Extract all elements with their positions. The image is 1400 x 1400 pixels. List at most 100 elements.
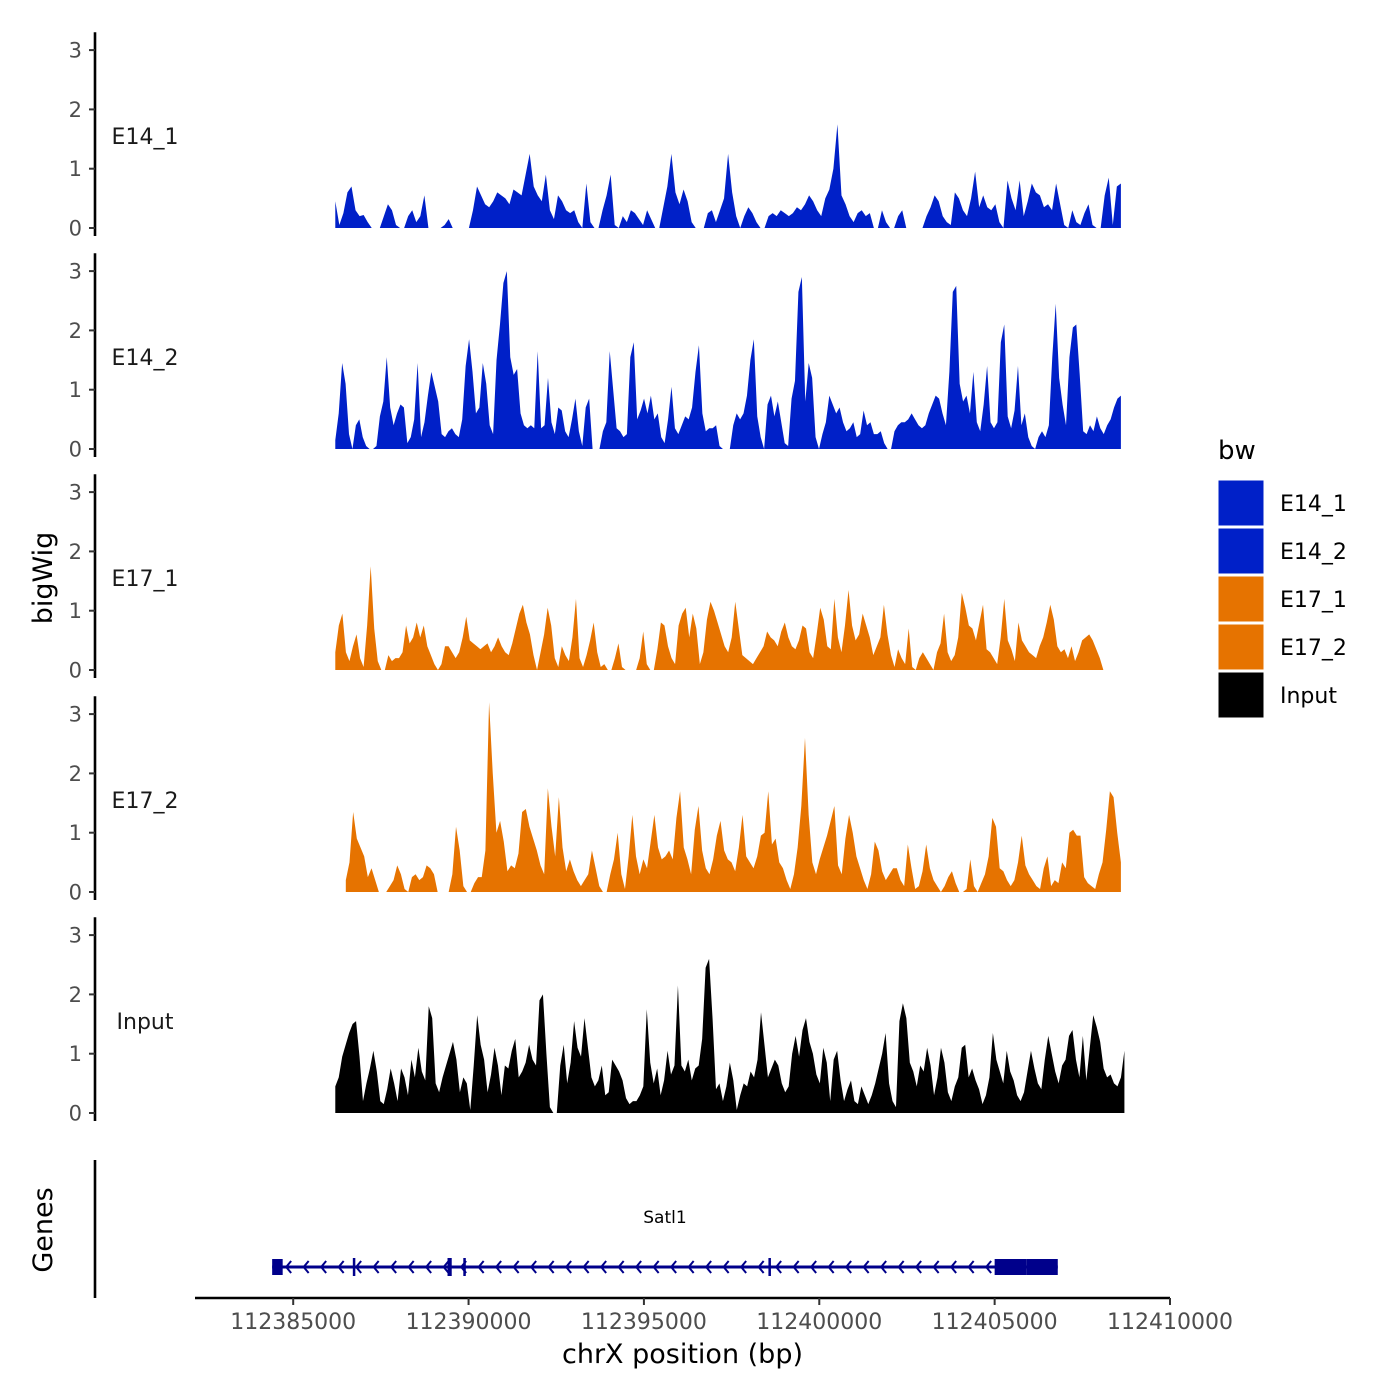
- track-label-input: Input: [117, 1010, 174, 1035]
- strand-arrow: [757, 1260, 765, 1274]
- track-label-e14-1: E14_1: [112, 125, 179, 150]
- x-axis: 112385000 112390000 112395000 112400000 1124…: [195, 1296, 1233, 1335]
- track-label-e14-2: E14_2: [112, 346, 179, 371]
- strand-arrow: [337, 1260, 345, 1274]
- y-tick-label-input: 3: [69, 924, 82, 948]
- area-e17-2: [345, 702, 1121, 892]
- strand-arrow: [862, 1260, 870, 1274]
- track-label-e17-2: E17_2: [112, 789, 179, 814]
- y-tick-label-e17-2: 1: [69, 821, 82, 845]
- exon-5: [994, 1259, 1027, 1275]
- legend-swatch-e14-1: [1217, 479, 1265, 527]
- legend-title: bw: [1218, 436, 1256, 466]
- strand-arrow: [897, 1260, 905, 1274]
- strand-arrow: [844, 1260, 852, 1274]
- strand-arrow: [319, 1260, 327, 1274]
- strand-arrow: [722, 1260, 730, 1274]
- strand-arrow: [582, 1260, 590, 1274]
- x-tick-label: 112410000: [1107, 1310, 1233, 1335]
- track-e17-2: 0 1 2 3 E17_2: [69, 696, 1121, 905]
- y-tick-label-e17-1: 1: [69, 599, 82, 623]
- strand-arrow: [809, 1260, 817, 1274]
- strand-arrow: [372, 1260, 380, 1274]
- strand-arrow: [827, 1260, 835, 1274]
- strand-arrow: [354, 1260, 362, 1274]
- strand-arrow: [967, 1260, 975, 1274]
- y-tick-label-e14-2: 1: [69, 378, 82, 402]
- y-tick-label-input: 2: [69, 983, 82, 1007]
- area-e17-1: [335, 566, 1104, 670]
- strand-arrow: [529, 1260, 537, 1274]
- exon-1: [352, 1258, 356, 1276]
- area-e14-1: [335, 124, 1121, 228]
- y-tick-label-e14-1: 1: [69, 157, 82, 181]
- x-tick-label: 112395000: [581, 1310, 707, 1335]
- y-axis-title: bigWig: [28, 532, 59, 625]
- strand-arrow: [599, 1260, 607, 1274]
- x-tick-label: 112385000: [230, 1310, 356, 1335]
- exon-2: [447, 1258, 452, 1276]
- legend: bw E14_1 E14_2 E17_1 E17_2 Input: [1217, 436, 1347, 719]
- exon-3: [463, 1258, 466, 1276]
- strand-arrow: [302, 1260, 310, 1274]
- strand-arrow: [792, 1260, 800, 1274]
- legend-swatch-e17-2: [1217, 623, 1265, 671]
- legend-swatch-e14-2: [1217, 527, 1265, 575]
- strand-arrow: [949, 1260, 957, 1274]
- area-input: [335, 958, 1125, 1113]
- strand-arrow: [932, 1260, 940, 1274]
- y-tick-label-e14-2: 0: [69, 438, 82, 462]
- genes-axis-title: Genes: [28, 1187, 59, 1272]
- y-tick-label-input: 0: [69, 1102, 82, 1126]
- strand-arrow: [617, 1260, 625, 1274]
- strand-arrow: [547, 1260, 555, 1274]
- legend-swatch-e17-1: [1217, 575, 1265, 623]
- y-tick-label-e14-1: 3: [69, 39, 82, 63]
- strand-arrow: [669, 1260, 677, 1274]
- legend-label-e14-2: E14_2: [1280, 540, 1347, 565]
- legend-label-e14-1: E14_1: [1280, 492, 1347, 517]
- track-input: 0 1 2 3 Input: [69, 917, 1125, 1126]
- y-tick-label-e14-2: 3: [69, 260, 82, 284]
- bigwig-tracks: 0 1 2 3 E14_1 0 1 2 3 E14_2 0 1 2 3 E17_1 0 1 2 3 E17_2 0 1 2 3…: [69, 32, 1125, 1126]
- strand-arrow: [389, 1260, 397, 1274]
- strand-arrow: [984, 1260, 992, 1274]
- y-tick-label-e17-2: 0: [69, 881, 82, 905]
- y-tick-label-e17-1: 0: [69, 659, 82, 683]
- strand-arrow: [477, 1260, 485, 1274]
- strand-arrow: [774, 1260, 782, 1274]
- strand-arrow: [879, 1260, 887, 1274]
- strand-arrow: [914, 1260, 922, 1274]
- track-label-e17-1: E17_1: [112, 567, 179, 592]
- strand-arrow: [564, 1260, 572, 1274]
- x-tick-label: 112390000: [406, 1310, 532, 1335]
- area-e14-2: [335, 271, 1121, 449]
- x-tick-label: 112400000: [756, 1310, 882, 1335]
- strand-arrow: [652, 1260, 660, 1274]
- exon-4: [768, 1258, 771, 1276]
- legend-label-e17-1: E17_1: [1280, 588, 1347, 613]
- strand-arrow: [687, 1260, 695, 1274]
- x-axis-title: chrX position (bp): [562, 1339, 803, 1370]
- gene-track: Satl1: [93, 1160, 1058, 1298]
- legend-label-e17-2: E17_2: [1280, 636, 1347, 661]
- gene-name-label: Satl1: [643, 1208, 686, 1228]
- strand-arrow: [442, 1260, 450, 1274]
- strand-arrow: [494, 1260, 502, 1274]
- strand-arrow: [284, 1260, 292, 1274]
- y-tick-label-input: 1: [69, 1042, 82, 1066]
- y-tick-label-e14-1: 2: [69, 98, 82, 122]
- legend-swatch-input: [1217, 671, 1265, 719]
- strand-arrow: [512, 1260, 520, 1274]
- x-tick-label: 112405000: [932, 1310, 1058, 1335]
- y-tick-label-e17-2: 3: [69, 703, 82, 727]
- y-tick-label-e17-2: 2: [69, 762, 82, 786]
- strand-arrow: [634, 1260, 642, 1274]
- y-tick-label-e17-1: 2: [69, 540, 82, 564]
- track-e17-1: 0 1 2 3 E17_1: [69, 474, 1104, 683]
- exon-6: [1026, 1259, 1058, 1275]
- strand-arrow: [407, 1260, 415, 1274]
- exon-0: [272, 1259, 283, 1275]
